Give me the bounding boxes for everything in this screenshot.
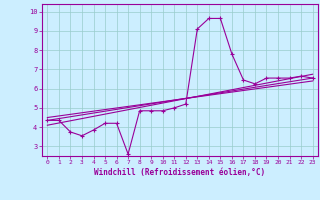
X-axis label: Windchill (Refroidissement éolien,°C): Windchill (Refroidissement éolien,°C)	[94, 168, 266, 177]
